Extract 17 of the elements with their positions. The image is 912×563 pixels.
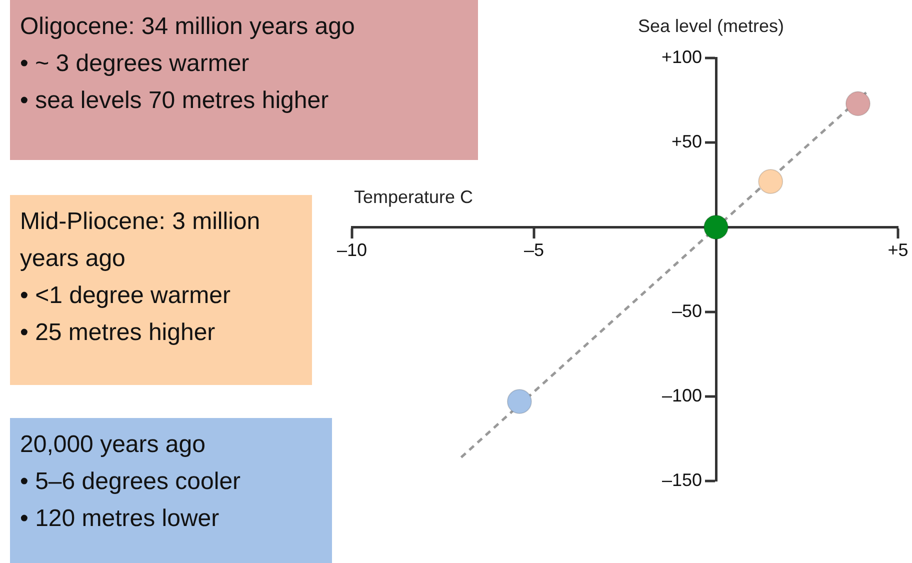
text-box: Mid-Pliocene: 3 million years ago • <1 degree warmer • 25 metres higher (10, 195, 312, 385)
text-box: Oligocene: 34 million years ago • ~ 3 degrees warmer • sea levels 70 metres higher (10, 0, 478, 160)
x-tick-label: –5 (524, 240, 544, 260)
y-tick-label: +100 (661, 46, 702, 67)
text-box: 20,000 years ago • 5–6 degrees cooler • 120 metres lower (10, 418, 332, 563)
point (845, 91, 870, 116)
y-tick-label: –50 (672, 300, 702, 321)
x-axis-title: Temperature C (354, 187, 474, 208)
x-tick-label: –10 (336, 240, 368, 260)
y-tick-label: –150 (662, 470, 702, 490)
y-tick-label: –100 (662, 385, 702, 406)
point (506, 388, 532, 414)
y-tick-label: +50 (671, 132, 702, 152)
x-tick-label: +5 (888, 240, 908, 260)
y-axis-title: Sea level (metres) (638, 16, 784, 36)
point (704, 214, 728, 240)
point (758, 169, 784, 194)
